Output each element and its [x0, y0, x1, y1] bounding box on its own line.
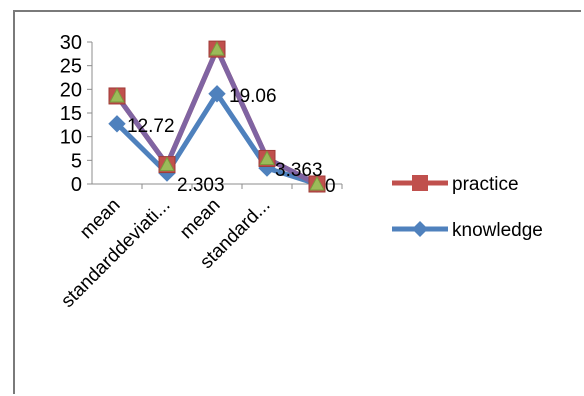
data-point: [108, 115, 126, 133]
legend-label: knowledge: [452, 220, 543, 241]
y-tick-label: 15: [60, 103, 82, 125]
data-label: 0: [325, 176, 336, 197]
y-tick-label: 10: [60, 127, 82, 149]
x-ticks: [141, 184, 343, 189]
data-point: [259, 150, 275, 165]
y-tick-label: 0: [71, 174, 82, 196]
series-layer: [108, 40, 326, 193]
y-tick-label: 30: [60, 32, 82, 54]
data-label: 3.363: [275, 160, 323, 181]
data-point: [208, 85, 226, 103]
legend: practice knowledge: [392, 174, 543, 241]
y-tick-label: 25: [60, 56, 82, 78]
legend-marker: [412, 175, 428, 191]
data-label: 19.06: [229, 86, 277, 107]
data-point: [109, 87, 125, 103]
data-point: [159, 156, 175, 172]
data-point: [309, 175, 325, 191]
chart-frame: [13, 10, 581, 394]
data-point: [209, 41, 225, 56]
legend-label: practice: [452, 174, 519, 195]
data-label: 12.72: [127, 116, 175, 137]
legend-marker: [412, 221, 428, 237]
y-tick-label: 20: [60, 79, 82, 101]
data-label: 2.303: [177, 175, 225, 196]
y-tick-label: 5: [71, 150, 82, 172]
